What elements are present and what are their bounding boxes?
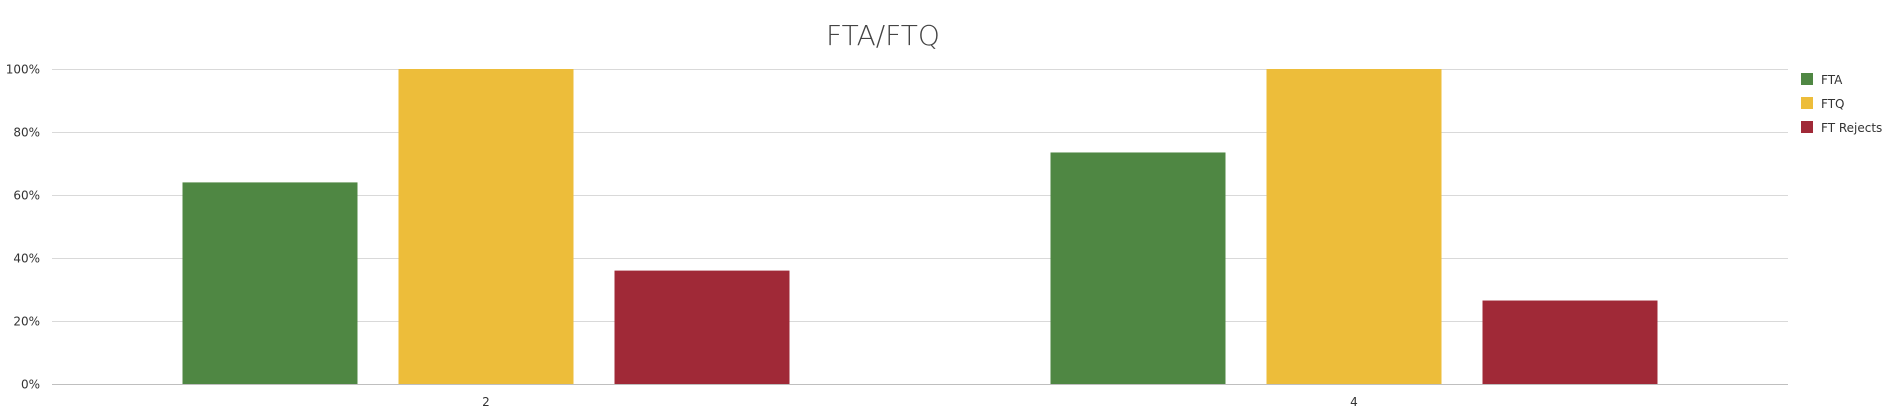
y-tick-label: 100% <box>6 63 40 77</box>
chart-title: FTA/FTQ <box>826 19 940 52</box>
y-tick-label: 40% <box>13 252 40 266</box>
bar-fta <box>182 182 358 384</box>
legend-swatch <box>1801 73 1813 85</box>
y-tick-label: 20% <box>13 315 40 329</box>
legend-label: FTA <box>1821 73 1843 87</box>
bar-ft-rejects <box>1482 300 1658 384</box>
legend: FTA FTQ FT Rejects <box>1801 73 1882 135</box>
bar-ft-rejects <box>614 270 790 384</box>
bar-ftq <box>398 69 574 384</box>
y-axis: 0% 20% 40% 60% 80% 100% <box>6 63 40 392</box>
y-tick-label: 80% <box>13 126 40 140</box>
legend-swatch <box>1801 97 1813 109</box>
y-tick-label: 60% <box>13 189 40 203</box>
legend-label: FTQ <box>1821 97 1844 111</box>
x-tick-label: 4 <box>1350 395 1358 409</box>
x-tick-label: 2 <box>482 395 490 409</box>
legend-label: FT Rejects <box>1821 121 1882 135</box>
bar-fta <box>1050 152 1226 384</box>
bar-ftq <box>1266 69 1442 384</box>
y-tick-label: 0% <box>21 378 40 392</box>
bars <box>182 69 1658 384</box>
legend-swatch <box>1801 121 1813 133</box>
